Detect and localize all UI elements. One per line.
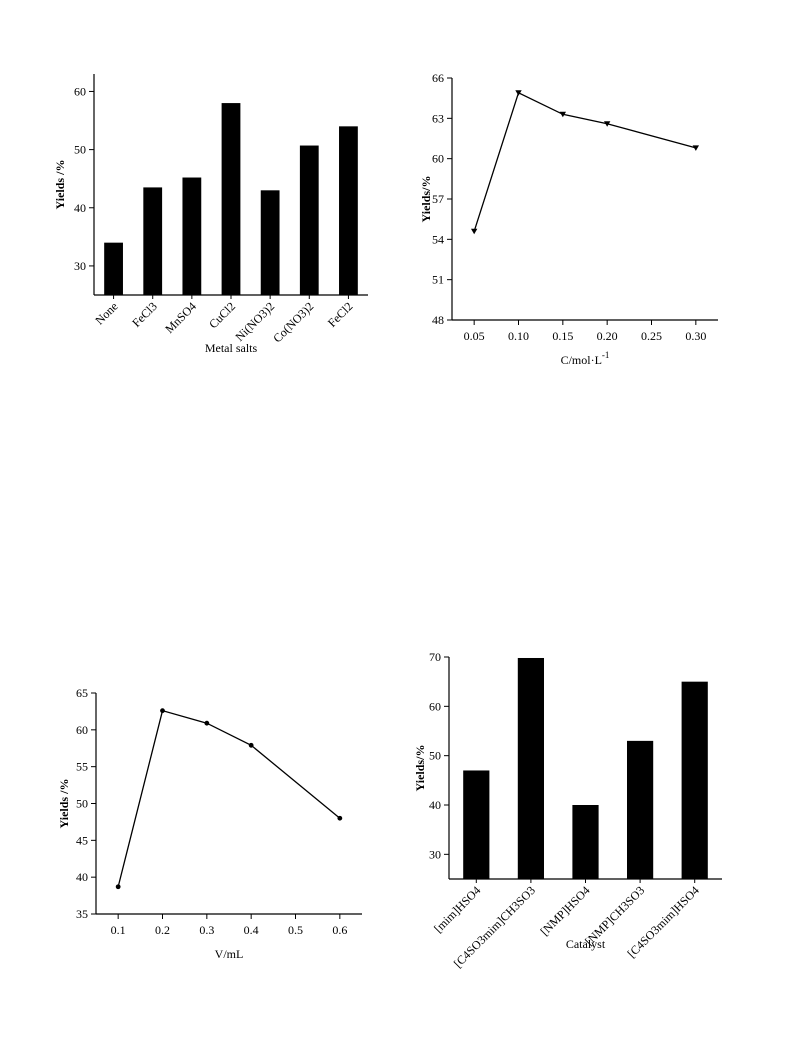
y-tick-label: 57 — [432, 192, 444, 206]
series-line — [117, 709, 341, 887]
bar — [463, 770, 490, 879]
bar — [339, 126, 358, 295]
y-tick-label: 65 — [76, 686, 88, 700]
data-point — [160, 708, 165, 714]
x-tick-label: 0.20 — [597, 329, 618, 343]
data-point — [337, 815, 343, 821]
y-tick-label: 66 — [432, 71, 444, 85]
y-tick-label: 40 — [74, 201, 86, 215]
bar — [260, 190, 280, 295]
x-tick-label: 0.25 — [641, 329, 662, 343]
y-tick-label: 50 — [429, 749, 441, 763]
bar — [221, 103, 241, 295]
y-tick-label: 30 — [74, 259, 86, 273]
data-point — [470, 228, 478, 235]
x-axis-label: C/mol·L-1 — [561, 350, 610, 367]
y-tick-label: 60 — [74, 84, 86, 98]
x-tick-label: 0.4 — [244, 923, 259, 937]
data-point — [515, 90, 522, 96]
y-tick-label: 60 — [76, 723, 88, 737]
bar — [626, 740, 654, 879]
y-tick-label: 60 — [429, 699, 441, 713]
y-tick-label: 63 — [432, 111, 444, 125]
x-tick-label: [mim]HSO4 — [431, 883, 483, 935]
bar — [104, 242, 123, 295]
x-axis-label: Catalyst — [566, 937, 606, 951]
bar — [182, 177, 202, 295]
data-point — [204, 720, 210, 726]
x-tick-label: 0.2 — [155, 923, 170, 937]
y-tick-label: 51 — [432, 273, 444, 287]
y-axis-label: Yields /% — [53, 160, 67, 210]
y-tick-label: 55 — [76, 760, 88, 774]
bar — [681, 681, 708, 879]
bar — [143, 187, 163, 295]
x-tick-label: 0.1 — [111, 923, 126, 937]
x-tick-label: FeCl2 — [325, 299, 356, 330]
x-axis-label-superscript: -1 — [602, 350, 610, 360]
series-line — [473, 91, 697, 232]
x-axis-label: Metal salts — [205, 341, 258, 355]
y-tick-label: 40 — [429, 798, 441, 812]
x-tick-label: 0.05 — [464, 329, 485, 343]
bar — [299, 145, 319, 295]
chart-4: 3040506070Yields/%[mim]HSO4[C4SO3mim]CH3… — [413, 650, 722, 970]
data-point — [248, 742, 254, 748]
chart-2: 48 51 54 57 60 63 66 Yields/% 0.05 0.10 0.15 0.20 0.… — [419, 71, 718, 367]
data-point — [115, 884, 121, 890]
x-tick-label: None — [92, 299, 120, 327]
x-tick-label: 0.3 — [199, 923, 214, 937]
x-tick-label: 0.10 — [508, 329, 529, 343]
data-point — [692, 145, 700, 151]
data-point — [559, 111, 567, 118]
x-tick-label: FeCl3 — [129, 299, 160, 330]
x-tick-label: 0.5 — [288, 923, 303, 937]
x-tick-label: 0.30 — [685, 329, 706, 343]
bar — [572, 805, 599, 879]
y-tick-label: 48 — [432, 313, 444, 327]
y-axis-label: Yields /% — [57, 779, 71, 829]
x-tick-label: [NMP]HSO4 — [537, 883, 592, 938]
y-tick-label: 50 — [76, 797, 88, 811]
x-tick-label: 0.15 — [552, 329, 573, 343]
x-tick-label: MnSO4 — [162, 299, 199, 336]
y-tick-label: 54 — [432, 232, 444, 246]
chart-1: 30 40 50 60 Yields /% None FeCl3 MnSO4 CuCl2Ni(N… — [53, 74, 368, 355]
y-tick-label: 45 — [76, 833, 88, 847]
y-tick-label: 30 — [429, 847, 441, 861]
x-tick-label: CuCl2 — [206, 299, 238, 331]
y-tick-label: 35 — [76, 907, 88, 921]
y-tick-label: 40 — [76, 870, 88, 884]
x-tick-label: 0.6 — [332, 923, 347, 937]
y-axis-label: Yields/% — [419, 176, 433, 223]
data-point — [603, 121, 611, 127]
chart-3: 35 40 45 50 55 60 65 Yields /% 0.1 0.2 0.3 0.4 0.5 0.… — [57, 686, 362, 961]
x-axis-label: V/mL — [215, 947, 244, 961]
x-tick-label: Co(NO3)2 — [270, 299, 316, 345]
x-tick-label: Ni(NO3)2 — [232, 299, 277, 344]
y-tick-label: 70 — [429, 650, 441, 664]
y-tick-label: 60 — [432, 152, 444, 166]
y-tick-label: 50 — [74, 143, 86, 157]
y-axis-label: Yields/% — [413, 745, 427, 792]
bar — [517, 657, 545, 879]
